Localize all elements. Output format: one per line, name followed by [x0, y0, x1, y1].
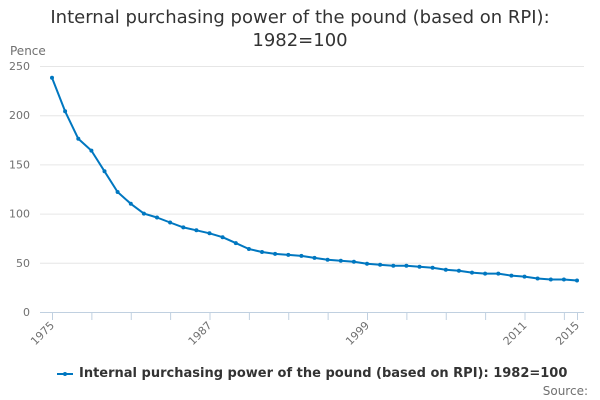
data-point[interactable]	[260, 250, 264, 254]
data-point[interactable]	[496, 271, 501, 276]
data-point[interactable]	[102, 169, 107, 174]
data-point[interactable]	[561, 277, 566, 282]
data-point[interactable]	[89, 148, 94, 153]
y-tick-label: 250	[9, 60, 30, 73]
data-point[interactable]	[115, 190, 120, 194]
legend[interactable]: Internal purchasing power of the pound (…	[56, 366, 567, 381]
data-point[interactable]	[417, 264, 422, 269]
data-point[interactable]	[522, 274, 527, 279]
x-tick-label: 1999	[343, 319, 372, 348]
legend-label: Internal purchasing power of the pound (…	[79, 366, 568, 381]
x-axis: 1975 1987 1999 2011 2015	[28, 312, 584, 348]
data-point[interactable]	[365, 261, 369, 266]
data-point[interactable]	[181, 225, 186, 230]
data-point[interactable]	[233, 241, 238, 246]
legend-line-marker-icon	[56, 367, 74, 381]
data-point[interactable]	[312, 255, 317, 260]
data-point[interactable]	[338, 258, 343, 263]
data-point[interactable]	[391, 263, 396, 268]
x-tick-label: 2015	[553, 319, 582, 348]
data-point[interactable]	[63, 109, 68, 114]
series-line	[51, 77, 578, 282]
data-point[interactable]	[76, 136, 81, 141]
data-point[interactable]	[286, 252, 291, 257]
data-point[interactable]	[207, 231, 212, 236]
y-tick-label: 150	[9, 158, 30, 171]
x-tick-label: 1987	[186, 319, 215, 348]
data-point[interactable]	[246, 247, 251, 251]
chart-title-line-2: 1982=100	[252, 30, 348, 51]
source-label: Source:	[542, 384, 588, 398]
data-point[interactable]	[155, 215, 159, 220]
data-point[interactable]	[470, 270, 474, 275]
y-tick-label: 50	[16, 257, 30, 270]
data-point[interactable]	[50, 75, 54, 80]
chart-title-line-1: Internal purchasing power of the pound (…	[50, 7, 550, 28]
data-point[interactable]	[509, 273, 514, 278]
data-series	[50, 75, 579, 283]
y-axis-label: Pence	[10, 44, 46, 58]
chart-title: Internal purchasing power of the pound (…	[0, 6, 600, 52]
data-point[interactable]	[575, 278, 579, 283]
gridlines	[40, 66, 584, 264]
data-point[interactable]	[325, 257, 330, 262]
x-tick-label: 2011	[501, 319, 530, 348]
data-point[interactable]	[404, 263, 409, 268]
y-tick-label: 100	[9, 208, 30, 221]
data-point[interactable]	[220, 235, 225, 240]
y-tick-label: 200	[9, 109, 30, 122]
data-point[interactable]	[299, 253, 304, 258]
data-point[interactable]	[194, 228, 199, 233]
data-point[interactable]	[443, 267, 448, 272]
data-point[interactable]	[548, 277, 553, 282]
data-point[interactable]	[141, 211, 146, 216]
data-point[interactable]	[430, 265, 435, 270]
data-point[interactable]	[128, 201, 133, 206]
y-tick-label: 0	[23, 306, 30, 319]
x-tick-label: 1975	[28, 319, 57, 348]
data-point[interactable]	[168, 220, 173, 225]
data-point[interactable]	[273, 251, 278, 256]
y-axis-ticks: 0 50 100 150 200 250	[9, 60, 30, 319]
data-point[interactable]	[535, 276, 540, 281]
data-point[interactable]	[351, 259, 356, 264]
data-point[interactable]	[483, 271, 488, 276]
data-point[interactable]	[456, 268, 461, 273]
data-point[interactable]	[378, 262, 383, 267]
